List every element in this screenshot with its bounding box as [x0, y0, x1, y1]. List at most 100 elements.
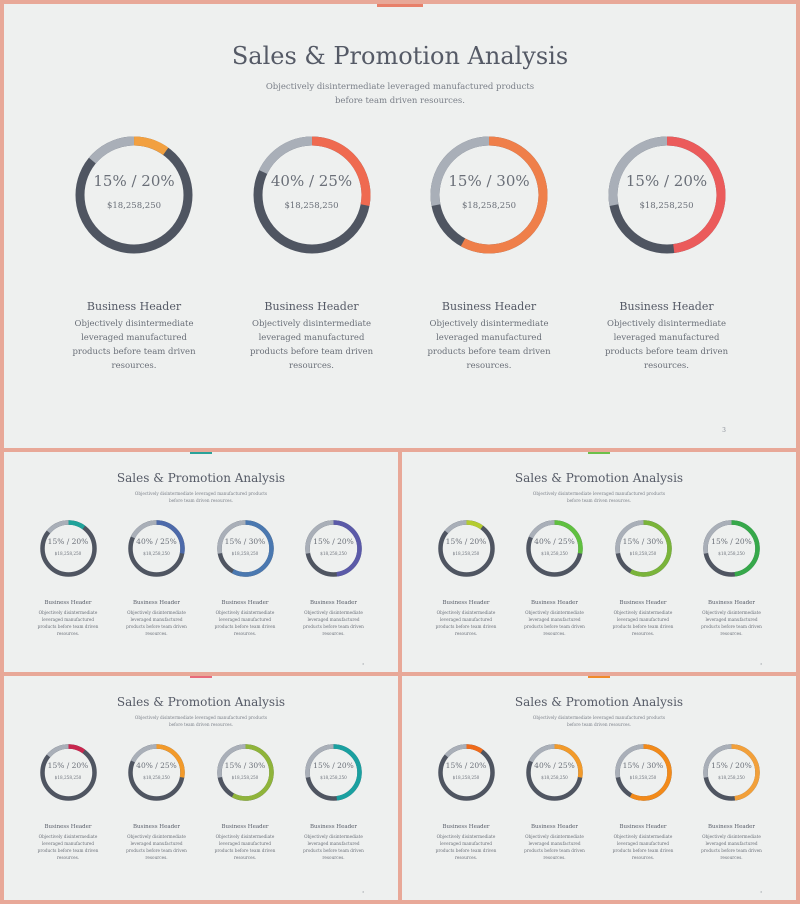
donut-percentage-label: 15% / 20%	[445, 536, 487, 546]
donut-highlight-arc	[465, 743, 483, 753]
slide-subtitle: Objectively disintermediate leveraged ma…	[532, 491, 666, 503]
column-description: Objectively disintermediate leveraged ma…	[612, 834, 674, 860]
donut-percentage-label: 40% / 25%	[270, 172, 353, 190]
donut-highlight-arc	[231, 519, 274, 577]
accent-bar	[588, 452, 610, 454]
column-header: Business Header	[707, 824, 756, 830]
donut-track-arc	[258, 136, 312, 175]
donut-chart	[430, 136, 548, 254]
slide-orange: Sales & Promotion Analysis Objectively d…	[402, 676, 796, 900]
column-header: Business Header	[86, 300, 182, 313]
donut-amount-label: $18,258,250	[718, 775, 745, 780]
column-header: Business Header	[44, 600, 92, 606]
page-number: 3	[362, 890, 364, 894]
column-header: Business Header	[44, 824, 92, 830]
donut-percentage-label: 15% / 30%	[622, 760, 664, 770]
donut-percentage-label: 15% / 30%	[622, 536, 664, 546]
slide-title: Sales & Promotion Analysis	[116, 471, 286, 485]
donut-amount-label: $18,258,250	[54, 775, 82, 780]
column-header: Business Header	[132, 600, 181, 606]
column-description: Objectively disintermediate leveraged ma…	[524, 610, 585, 636]
donut-percentage-label: 15% / 20%	[445, 760, 487, 770]
slide-title: Sales & Promotion Analysis	[231, 42, 569, 70]
donut-chart	[526, 519, 583, 577]
column-description: Objectively disintermediate leveraged ma…	[303, 610, 364, 636]
slide-subtitle: Objectively disintermediate leveraged ma…	[134, 715, 268, 727]
donut-percentage-label: 15% / 20%	[313, 760, 354, 770]
slide-title: Sales & Promotion Analysis	[514, 695, 684, 709]
donut-percentage-label: 15% / 20%	[711, 536, 752, 546]
column-header: Business Header	[530, 600, 579, 606]
donut-amount-label: $18,258,250	[541, 775, 568, 780]
donut-percentage-label: 15% / 30%	[448, 172, 530, 190]
donut-highlight-arc	[311, 136, 370, 206]
donut-percentage-label: 15% / 30%	[224, 536, 266, 546]
column-description: Objectively disintermediate leveraged ma…	[37, 610, 99, 636]
donut-highlight-arc	[67, 743, 85, 753]
donut-amount-label: $18,258,250	[629, 551, 657, 556]
donut-highlight-arc	[156, 743, 185, 778]
donut-percentage-label: 15% / 20%	[47, 536, 89, 546]
donut-highlight-arc	[666, 136, 725, 254]
donut-amount-label: $18,258,250	[106, 201, 162, 211]
donut-chart	[305, 519, 362, 577]
column-header: Business Header	[619, 600, 667, 606]
column-description: Objectively disintermediate leveraged ma…	[126, 610, 187, 636]
donut-percentage-label: 15% / 20%	[625, 172, 708, 190]
column-description: Objectively disintermediate leveraged ma…	[214, 610, 276, 636]
donut-chart	[39, 519, 97, 577]
donut-percentage-label: 15% / 20%	[93, 172, 175, 190]
page-number: 3	[760, 890, 762, 894]
column-header: Business Header	[221, 824, 269, 830]
donut-track-arc	[46, 519, 69, 533]
donut-amount-label: $18,258,250	[54, 551, 82, 556]
column-header: Business Header	[309, 600, 358, 606]
page-number: 3	[362, 662, 364, 666]
slide-subtitle: Objectively disintermediate leveraged ma…	[134, 491, 268, 503]
donut-percentage-label: 40% / 25%	[136, 536, 177, 546]
column-description: Objectively disintermediate leveraged ma…	[427, 319, 551, 371]
column-header: Business Header	[707, 600, 756, 606]
donut-chart	[75, 136, 193, 254]
donut-chart	[437, 743, 495, 801]
donut-percentage-label: 40% / 25%	[534, 760, 575, 770]
donut-percentage-label: 15% / 20%	[711, 760, 752, 770]
donut-chart	[216, 743, 274, 801]
donut-highlight-arc	[554, 743, 583, 778]
donut-track-arc	[216, 519, 246, 554]
column-header: Business Header	[619, 824, 667, 830]
column-header: Business Header	[442, 600, 490, 606]
column-description: Objectively disintermediate leveraged ma…	[604, 319, 729, 371]
donut-chart	[614, 743, 672, 801]
donut-highlight-arc	[67, 519, 85, 529]
donut-highlight-arc	[731, 519, 760, 577]
donut-track-arc	[130, 743, 157, 763]
donut-percentage-label: 15% / 20%	[47, 760, 89, 770]
column-description: Objectively disintermediate leveraged ma…	[249, 319, 374, 371]
column-description: Objectively disintermediate leveraged ma…	[435, 834, 497, 860]
donut-highlight-arc	[731, 743, 760, 801]
donut-track-arc	[528, 519, 555, 539]
donut-amount-label: $18,258,250	[320, 775, 347, 780]
donut-amount-label: $18,258,250	[143, 551, 170, 556]
column-header: Business Header	[442, 824, 490, 830]
column-header: Business Header	[441, 300, 537, 313]
column-description: Objectively disintermediate leveraged ma…	[612, 610, 674, 636]
accent-bar	[588, 676, 610, 678]
accent-bar	[377, 4, 423, 7]
accent-bar	[190, 676, 212, 678]
column-description: Objectively disintermediate leveraged ma…	[37, 834, 99, 860]
column-header: Business Header	[619, 300, 714, 313]
donut-track-arc	[614, 743, 644, 778]
donut-track-arc	[130, 519, 157, 539]
slide-title: Sales & Promotion Analysis	[514, 471, 684, 485]
page-number: 3	[722, 427, 726, 434]
donut-chart	[703, 743, 760, 801]
column-description: Objectively disintermediate leveraged ma…	[303, 834, 364, 860]
donut-amount-label: $18,258,250	[718, 551, 745, 556]
donut-track-arc	[46, 743, 69, 757]
donut-amount-label: $18,258,250	[629, 775, 657, 780]
column-description: Objectively disintermediate leveraged ma…	[524, 834, 585, 860]
slide-multi: Sales & Promotion Analysis Objectively d…	[4, 676, 398, 900]
slide-green: Sales & Promotion Analysis Objectively d…	[402, 452, 796, 672]
